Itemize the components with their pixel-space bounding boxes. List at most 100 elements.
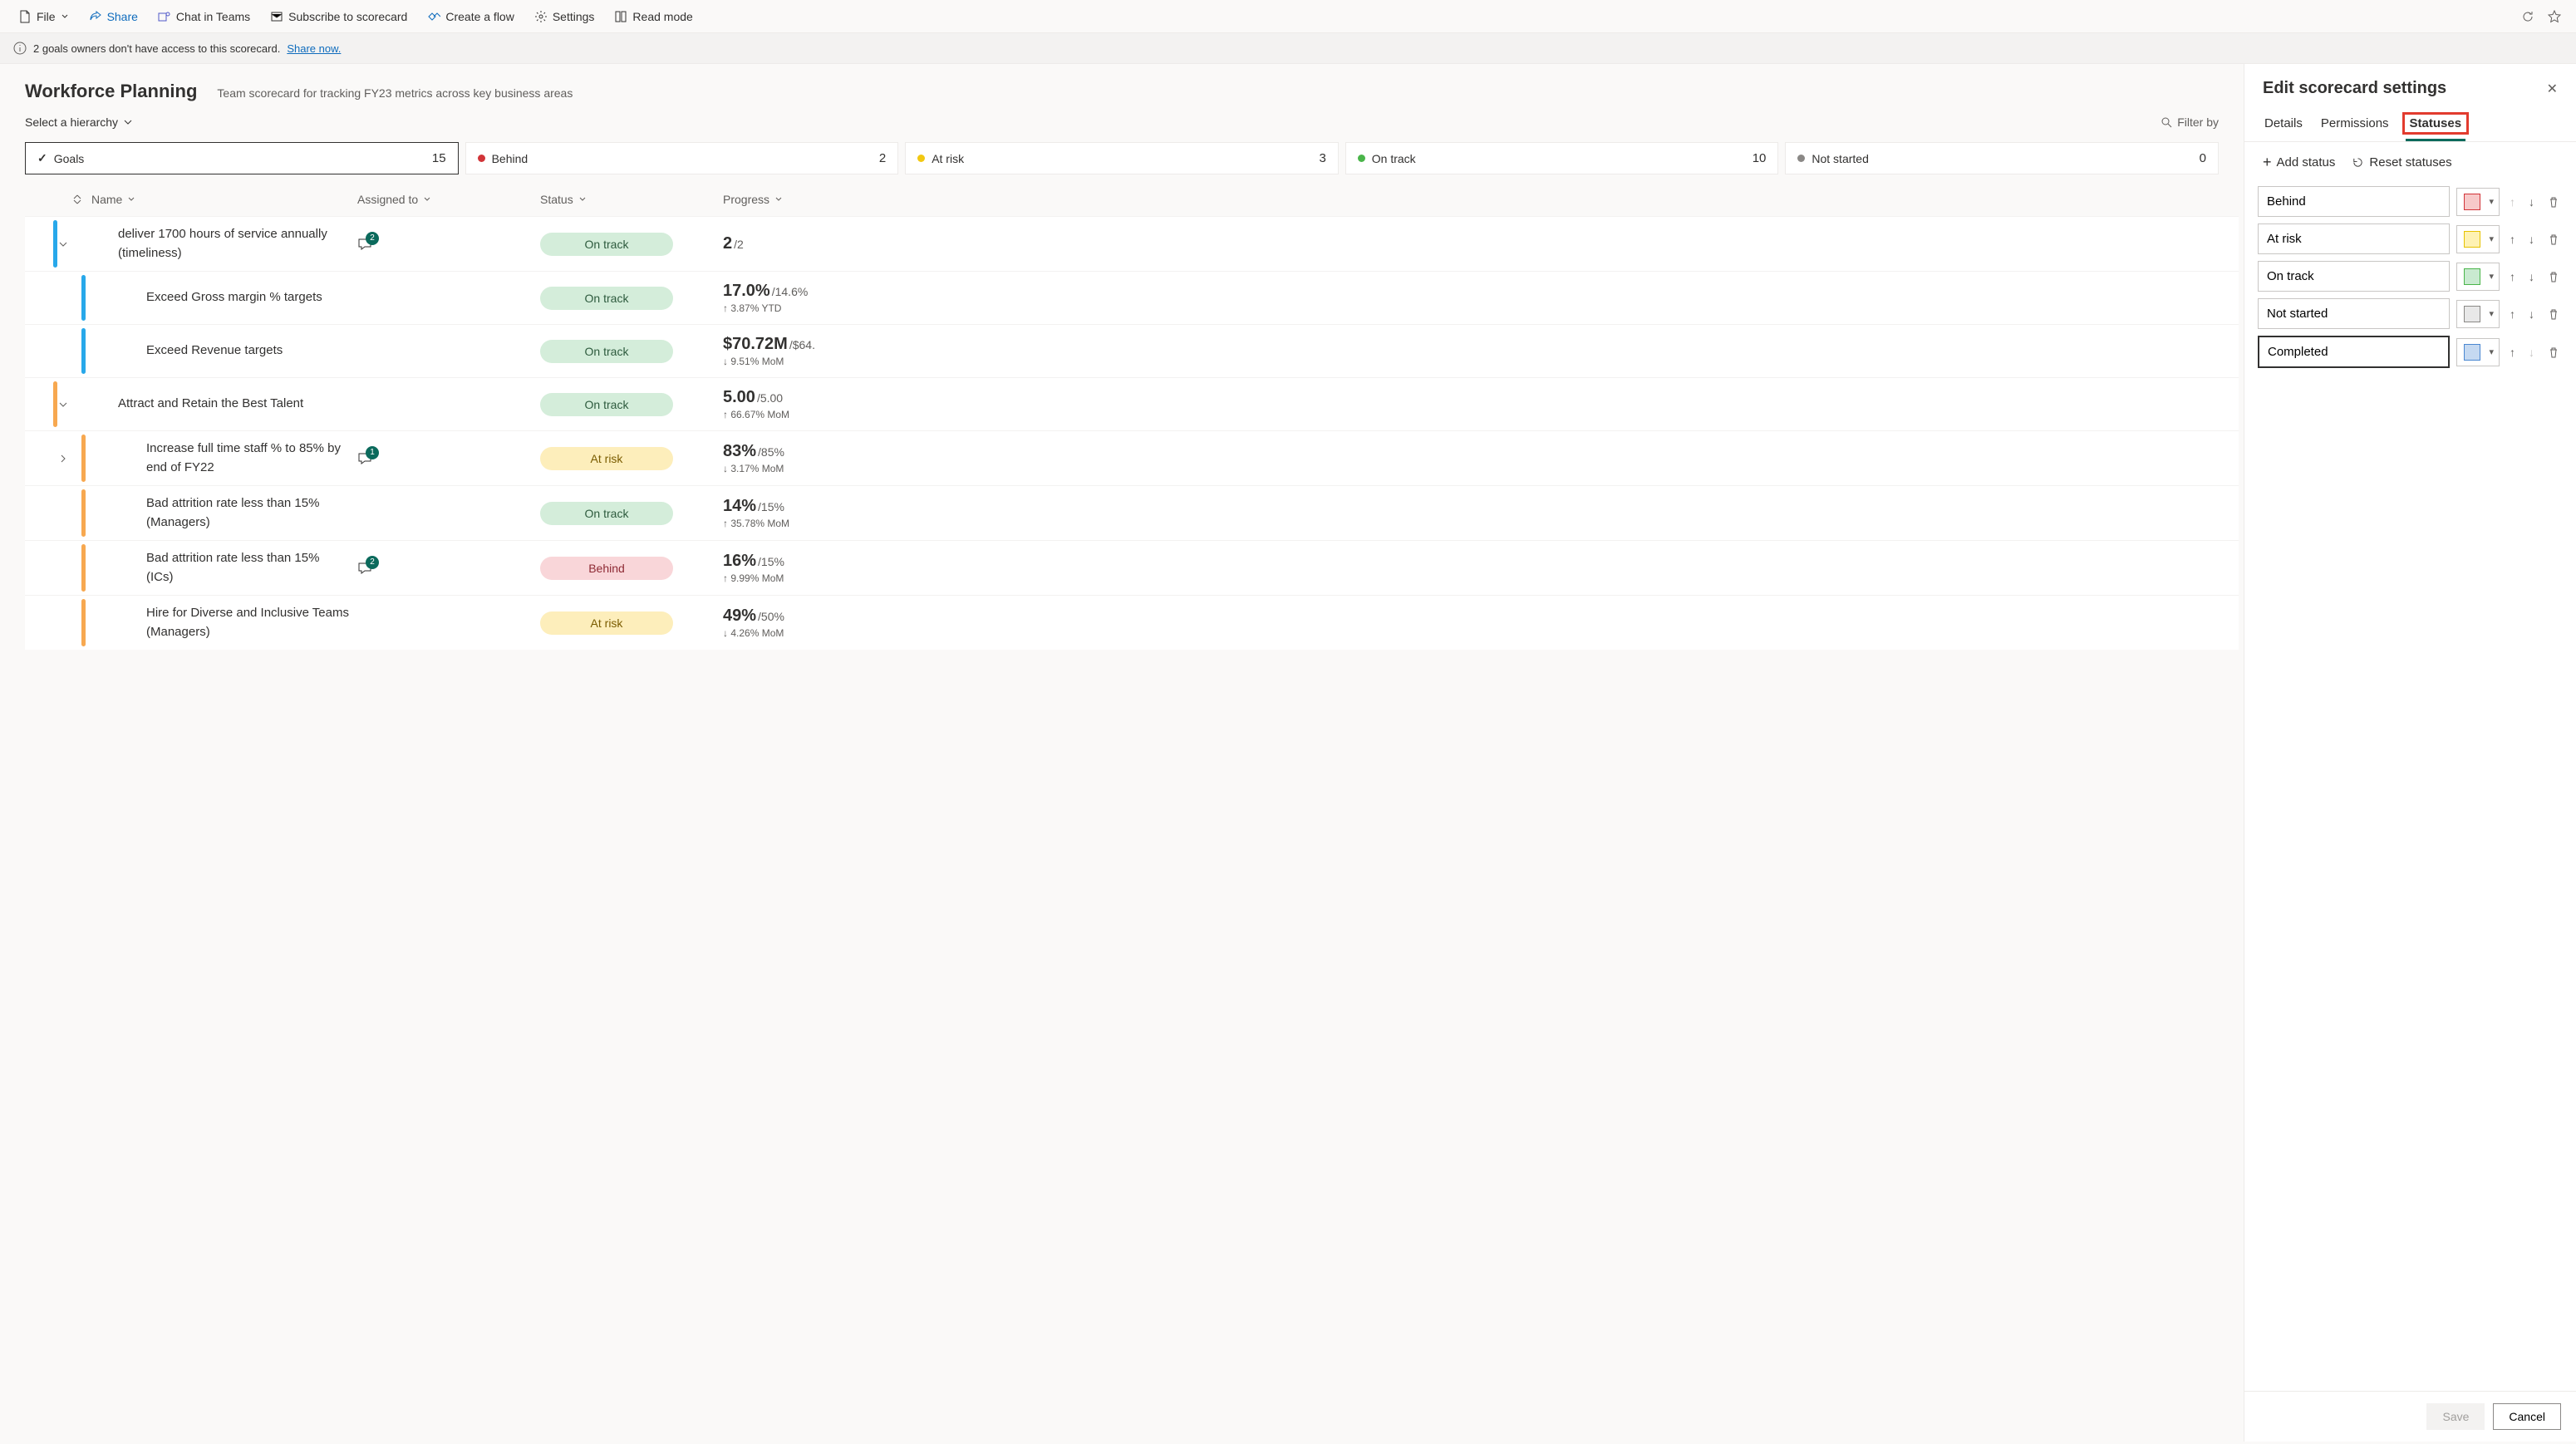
color-picker[interactable]: ▾ xyxy=(2456,225,2500,253)
cancel-button[interactable]: Cancel xyxy=(2493,1403,2561,1430)
delete-button[interactable] xyxy=(2544,193,2563,211)
settings-button[interactable]: Settings xyxy=(526,5,603,28)
goal-name: Exceed Revenue targets xyxy=(75,333,357,369)
subscribe-label: Subscribe to scorecard xyxy=(288,10,407,23)
status-name-input[interactable] xyxy=(2258,298,2450,329)
progress-cell: 83%/85%↓ 3.17% MoM xyxy=(723,442,889,474)
summary-card[interactable]: On track10 xyxy=(1345,142,1779,174)
comment-icon[interactable]: 2 xyxy=(357,237,372,252)
favorite-button[interactable] xyxy=(2543,5,2566,28)
reset-icon xyxy=(2352,156,2364,169)
expand-all-button[interactable] xyxy=(25,194,75,205)
goal-row[interactable]: Bad attrition rate less than 15% (ICs)2B… xyxy=(25,540,2239,595)
table-header: Name Assigned to Status Progress xyxy=(25,183,2239,216)
goal-row[interactable]: Exceed Revenue targetsOn track$70.72M/$6… xyxy=(25,324,2239,377)
chat-button[interactable]: Chat in Teams xyxy=(150,5,258,28)
status-cell: On track xyxy=(540,233,723,256)
star-icon xyxy=(2548,10,2561,23)
goal-row[interactable]: Bad attrition rate less than 15% (Manage… xyxy=(25,485,2239,540)
move-up-button[interactable]: ↑ xyxy=(2506,229,2519,249)
summary-card[interactable]: ✓Goals15 xyxy=(25,142,459,174)
col-assigned[interactable]: Assigned to xyxy=(357,193,540,206)
status-row: ▾ ↑ ↓ xyxy=(2258,298,2563,329)
subscribe-button[interactable]: Subscribe to scorecard xyxy=(262,5,415,28)
delete-button[interactable] xyxy=(2544,268,2563,286)
color-picker[interactable]: ▾ xyxy=(2456,263,2500,291)
move-up-button[interactable]: ↑ xyxy=(2506,342,2519,362)
summary-card[interactable]: Behind2 xyxy=(465,142,899,174)
goal-row[interactable]: Exceed Gross margin % targetsOn track17.… xyxy=(25,271,2239,324)
goal-row[interactable]: Attract and Retain the Best TalentOn tra… xyxy=(25,377,2239,430)
summary-card[interactable]: At risk3 xyxy=(905,142,1339,174)
col-progress[interactable]: Progress xyxy=(723,193,889,206)
banner-link[interactable]: Share now. xyxy=(287,42,341,55)
readmode-label: Read mode xyxy=(632,10,692,23)
flow-label: Create a flow xyxy=(445,10,514,23)
flow-button[interactable]: Create a flow xyxy=(419,5,522,28)
move-down-button[interactable]: ↓ xyxy=(2525,192,2538,212)
tab-statuses[interactable]: Statuses xyxy=(2406,110,2466,141)
move-up-button[interactable]: ↑ xyxy=(2506,304,2519,324)
status-badge[interactable]: On track xyxy=(540,287,673,310)
expand-caret[interactable] xyxy=(25,454,75,464)
move-up-button[interactable]: ↑ xyxy=(2506,267,2519,287)
col-name[interactable]: Name xyxy=(75,193,357,206)
status-badge[interactable]: On track xyxy=(540,340,673,363)
filter-label: Filter by xyxy=(2177,115,2219,129)
file-menu[interactable]: File xyxy=(10,5,77,28)
hierarchy-select[interactable]: Select a hierarchy xyxy=(25,115,133,129)
refresh-button[interactable] xyxy=(2516,5,2539,28)
progress-cell: 2/2 xyxy=(723,234,889,253)
move-down-button: ↓ xyxy=(2525,342,2538,362)
status-badge[interactable]: On track xyxy=(540,502,673,525)
filter-input[interactable]: Filter by xyxy=(2161,115,2219,129)
file-icon xyxy=(18,10,32,23)
tab-details[interactable]: Details xyxy=(2263,110,2304,141)
status-badge[interactable]: At risk xyxy=(540,611,673,635)
readmode-icon xyxy=(614,10,627,23)
move-down-button[interactable]: ↓ xyxy=(2525,267,2538,287)
progress-cell: 5.00/5.00↑ 66.67% MoM xyxy=(723,388,889,420)
status-name-input[interactable] xyxy=(2258,186,2450,217)
save-button[interactable]: Save xyxy=(2426,1403,2485,1430)
goal-name: Increase full time staff % to 85% by end… xyxy=(75,431,357,485)
status-name-input[interactable] xyxy=(2258,336,2450,368)
delete-button[interactable] xyxy=(2544,343,2563,361)
info-icon xyxy=(13,42,27,55)
add-status-button[interactable]: + Add status xyxy=(2263,154,2335,171)
status-name-input[interactable] xyxy=(2258,261,2450,292)
status-badge[interactable]: At risk xyxy=(540,447,673,470)
chevron-down-icon xyxy=(123,117,133,127)
readmode-button[interactable]: Read mode xyxy=(606,5,701,28)
gear-icon xyxy=(534,10,548,23)
delete-button[interactable] xyxy=(2544,305,2563,323)
move-down-button[interactable]: ↓ xyxy=(2525,304,2538,324)
tab-permissions[interactable]: Permissions xyxy=(2319,110,2391,141)
status-row: ▾↑↓ xyxy=(2258,186,2563,217)
comment-icon[interactable]: 1 xyxy=(357,451,372,466)
color-picker[interactable]: ▾ xyxy=(2456,338,2500,366)
flow-icon xyxy=(427,10,440,23)
goal-row[interactable]: Hire for Diverse and Inclusive Teams (Ma… xyxy=(25,595,2239,650)
summary-card[interactable]: Not started0 xyxy=(1785,142,2219,174)
expand-caret[interactable] xyxy=(25,400,75,410)
reset-statuses-button[interactable]: Reset statuses xyxy=(2352,154,2451,171)
status-badge[interactable]: On track xyxy=(540,393,673,416)
goal-row[interactable]: Increase full time staff % to 85% by end… xyxy=(25,430,2239,485)
comment-icon[interactable]: 2 xyxy=(357,561,372,576)
refresh-icon xyxy=(2521,10,2534,23)
delete-button[interactable] xyxy=(2544,230,2563,248)
progress-cell: 16%/15%↑ 9.99% MoM xyxy=(723,552,889,584)
goal-row[interactable]: deliver 1700 hours of service annually (… xyxy=(25,216,2239,271)
close-button[interactable]: ✕ xyxy=(2547,81,2558,97)
status-badge[interactable]: Behind xyxy=(540,557,673,580)
move-down-button[interactable]: ↓ xyxy=(2525,229,2538,249)
status-badge[interactable]: On track xyxy=(540,233,673,256)
status-name-input[interactable] xyxy=(2258,223,2450,254)
color-picker[interactable]: ▾ xyxy=(2456,300,2500,328)
expand-caret[interactable] xyxy=(25,239,75,249)
share-button[interactable]: Share xyxy=(81,5,146,28)
panel-title: Edit scorecard settings xyxy=(2263,79,2446,98)
color-picker[interactable]: ▾ xyxy=(2456,188,2500,216)
col-status[interactable]: Status xyxy=(540,193,723,206)
